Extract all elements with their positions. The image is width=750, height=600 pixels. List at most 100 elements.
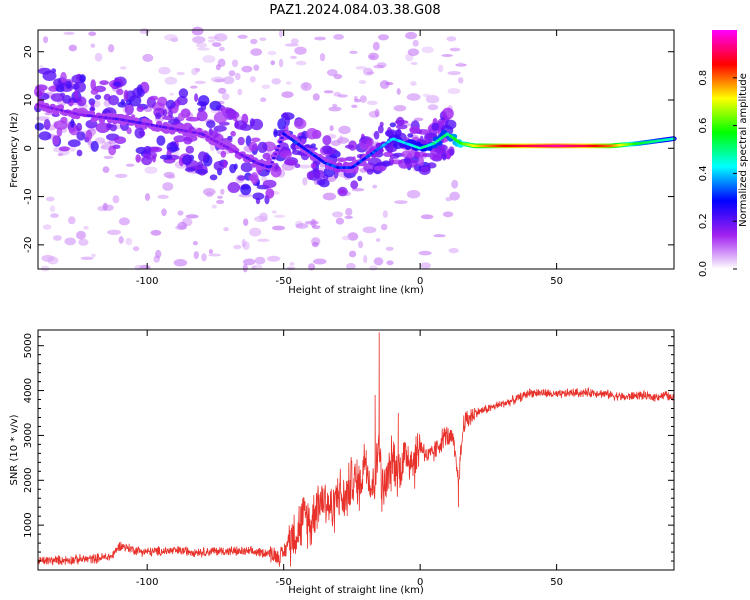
spectrogram-blob xyxy=(206,120,216,129)
spectrogram-speckle xyxy=(362,226,377,234)
colorbar-tick-label: 0.4 xyxy=(698,165,709,181)
spectrogram-speckle xyxy=(201,253,207,262)
spectrogram-speckle xyxy=(345,207,353,216)
spectrogram-blob xyxy=(185,116,200,122)
spectrogram-blob xyxy=(165,99,176,109)
spectrogram-speckle xyxy=(442,211,454,218)
spectrogram-speckle xyxy=(372,41,380,51)
spectrogram-speckle xyxy=(212,42,222,47)
spectrogram-blob xyxy=(76,122,83,132)
spectrogram-blob xyxy=(76,131,86,141)
spectrogram-speckle xyxy=(118,236,124,244)
snr-xlabel: Height of straight line (km) xyxy=(288,585,424,596)
spectrogram-speckle xyxy=(207,39,216,43)
spectrogram-speckle xyxy=(173,259,188,267)
spectrogram-speckle xyxy=(445,197,452,202)
spectrogram-speckle xyxy=(420,214,434,220)
spectrogram-speckle xyxy=(281,91,294,98)
spectrogram-speckle xyxy=(214,78,225,83)
spectrogram-speckle xyxy=(278,58,284,68)
spectrogram-blob xyxy=(195,168,208,175)
spectrogram-speckle xyxy=(328,106,342,112)
spectrogram-speckle xyxy=(373,257,384,266)
spectrogram-blob xyxy=(56,127,63,137)
spectrogram-ridge-core xyxy=(272,156,276,160)
spectrogram-blob xyxy=(257,141,268,153)
spectrogram-blob xyxy=(99,80,109,86)
spectrogram-speckle xyxy=(422,93,431,98)
spectrogram-ylabel: Frequency (Hz) xyxy=(9,112,20,188)
spectrogram-blob xyxy=(281,112,295,121)
spectrogram-speckle xyxy=(448,247,459,254)
spectrogram-ridge-core xyxy=(268,165,273,168)
spectrogram-blob xyxy=(54,120,68,130)
spectrogram-blob xyxy=(198,95,210,107)
spectrogram-speckle xyxy=(457,62,464,67)
spectrogram-blob xyxy=(213,111,228,124)
colorbar-tick-label: 0.8 xyxy=(698,70,709,86)
spectrogram-blob xyxy=(227,110,240,119)
spectrogram-blob xyxy=(316,178,326,186)
spectrogram-speckle xyxy=(363,255,368,264)
spectrogram-blob xyxy=(52,135,60,146)
spectrogram-blob xyxy=(135,154,141,163)
spectrogram-speckle xyxy=(176,71,185,76)
spectrogram-blob xyxy=(383,151,394,157)
spectrogram-blob xyxy=(366,168,374,175)
spectrogram-speckle xyxy=(46,196,55,202)
spectrogram-speckle xyxy=(166,174,176,179)
spectrogram-speckle xyxy=(193,251,199,260)
colorbar-ticks: 0.0 0.2 0.4 0.6 0.8 xyxy=(698,70,737,277)
spectrogram-image xyxy=(33,26,677,273)
spectrogram-speckle xyxy=(68,216,76,225)
spectrogram-blob xyxy=(150,146,163,153)
spectrogram-blob xyxy=(76,149,83,157)
snr-ticks: -100 -50 0 50 1000 2000 3000 4000 5000 xyxy=(23,330,674,588)
spectrogram-xtick-label: -100 xyxy=(136,276,159,287)
spectrogram-blob xyxy=(233,117,238,122)
spectrogram-blob xyxy=(89,106,96,112)
spectrogram-blob xyxy=(162,115,175,121)
spectrogram-speckle xyxy=(311,241,319,248)
spectrogram-blob xyxy=(178,88,189,99)
spectrogram-blob xyxy=(90,88,99,95)
spectrogram-speckle xyxy=(322,192,337,201)
spectrogram-speckle xyxy=(421,46,434,54)
spectrogram-speckle xyxy=(68,44,78,52)
spectrogram-blob xyxy=(294,163,301,168)
colorbar: 0.0 0.2 0.4 0.6 0.8 Normalized spectral ampl… xyxy=(698,30,749,277)
snr-xtick-label: -50 xyxy=(275,577,291,588)
spectrogram-speckle xyxy=(406,189,421,199)
spectrogram-blob xyxy=(407,133,414,138)
spectrogram-speckle xyxy=(441,54,454,57)
spectrogram-speckle xyxy=(47,256,59,265)
spectrogram-blob xyxy=(143,145,152,155)
spectrogram-speckle xyxy=(289,261,295,266)
spectrogram-blob xyxy=(227,182,241,193)
spectrogram-speckle xyxy=(260,176,268,182)
spectrogram-speckle xyxy=(118,217,130,226)
spectrogram-ytick-label: -10 xyxy=(23,188,34,204)
spectrogram-speckle xyxy=(107,44,115,53)
spectrogram-blob xyxy=(167,111,172,117)
spectrogram-speckle xyxy=(139,28,150,35)
spectrogram-blob xyxy=(123,89,129,102)
spectrogram-blob xyxy=(322,135,332,146)
spectrogram-speckle xyxy=(312,93,320,101)
spectrogram-speckle xyxy=(376,62,387,68)
spectrogram-speckle xyxy=(243,218,249,226)
spectrogram-speckle xyxy=(241,65,253,73)
spectrogram-speckle xyxy=(237,34,248,39)
spectrogram-speckle xyxy=(197,47,210,51)
spectrogram-blob xyxy=(265,188,275,199)
spectrogram-blob xyxy=(441,107,454,120)
spectrogram-speckle xyxy=(376,238,381,242)
spectrogram-blob xyxy=(160,154,173,160)
spectrogram-blob xyxy=(113,81,122,87)
spectrogram-speckle xyxy=(372,184,378,189)
spectrogram-blob xyxy=(124,103,134,116)
spectrogram-speckle xyxy=(344,215,354,219)
spectrogram-blob xyxy=(73,81,86,93)
spectrogram-speckle xyxy=(185,214,199,219)
snr-xtick-label: -100 xyxy=(136,577,159,588)
